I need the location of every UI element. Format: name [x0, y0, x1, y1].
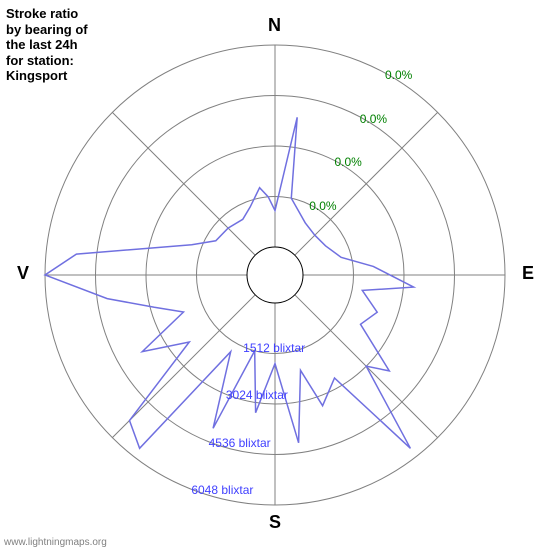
ring-blixtar-4: 6048 blixtar: [191, 483, 253, 497]
compass-e: E: [522, 263, 534, 284]
footer-credit: www.lightningmaps.org: [4, 537, 107, 548]
chart-title: Stroke ratio by bearing of the last 24h …: [6, 6, 88, 84]
ring-blixtar-1: 1512 blixtar: [243, 341, 305, 355]
ring-pct-1: 0.0%: [309, 199, 336, 213]
inner-circle: [247, 247, 303, 303]
chart-container: Stroke ratio by bearing of the last 24h …: [0, 0, 550, 550]
ring-pct-2: 0.0%: [335, 155, 362, 169]
ring-blixtar-3: 4536 blixtar: [209, 436, 271, 450]
ring-blixtar-2: 3024 blixtar: [226, 388, 288, 402]
compass-n: N: [268, 15, 281, 36]
ring-pct-4: 0.0%: [385, 68, 412, 82]
compass-w: V: [17, 263, 29, 284]
compass-s: S: [269, 512, 281, 533]
ring-pct-3: 0.0%: [360, 112, 387, 126]
